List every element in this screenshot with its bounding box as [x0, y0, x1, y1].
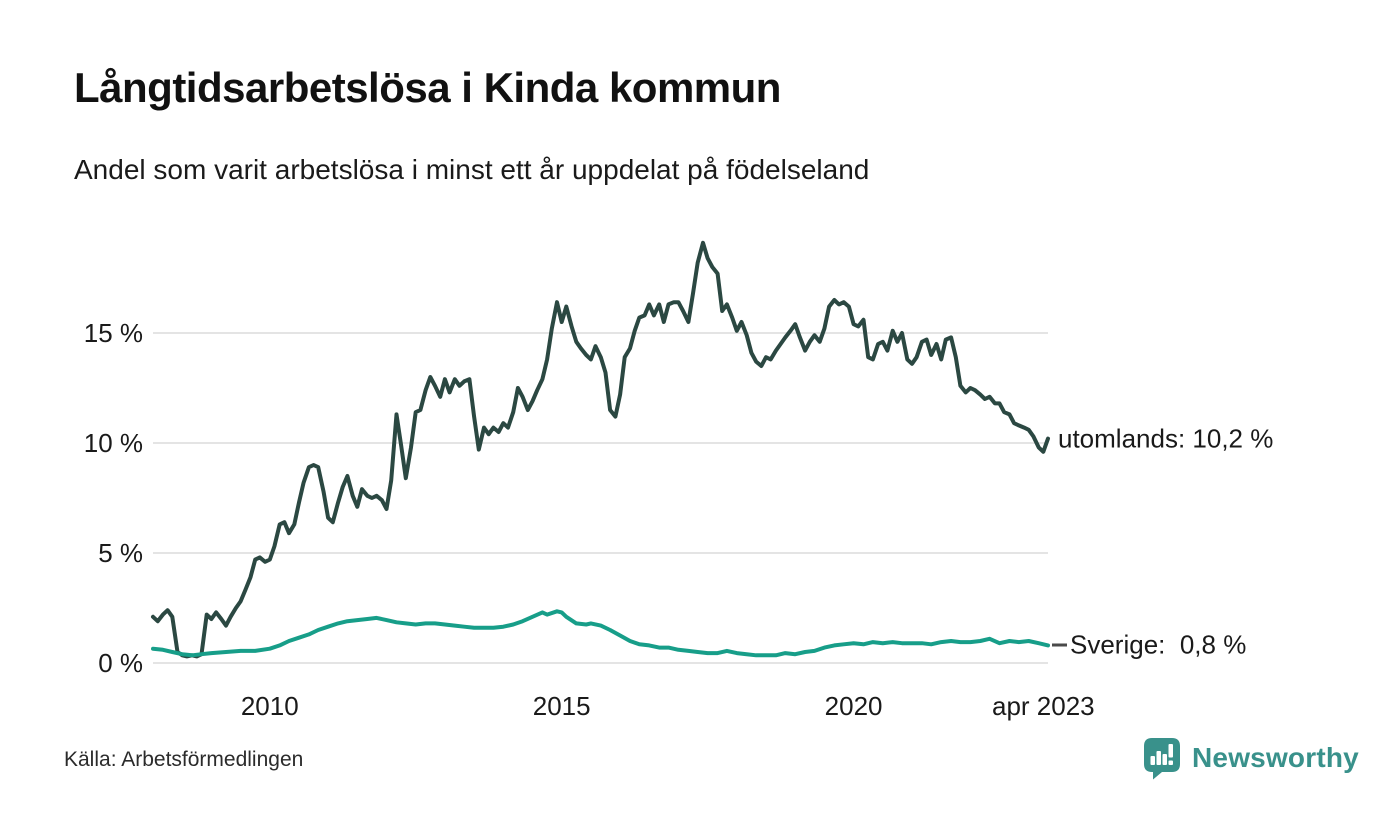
logo-bar-2 [1156, 751, 1161, 765]
newsworthy-brand: Newsworthy [1142, 736, 1359, 780]
x-axis-tick-label: apr 2023 [992, 691, 1095, 721]
leader-dash-icon [1052, 643, 1067, 647]
x-axis-tick-label: 2010 [240, 691, 299, 721]
series-end-label-sverige: Sverige: 0,8 % [1070, 629, 1247, 660]
y-axis-tick-label: 10 % [83, 428, 143, 458]
y-axis-tick-label: 5 % [98, 538, 143, 568]
series-label-utomlands: utomlands: 10,2 % [1058, 423, 1273, 454]
logo-bar-1 [1150, 756, 1155, 765]
y-axis-tick-label: 15 % [83, 318, 143, 348]
series-end-label-utomlands: utomlands: 10,2 % [1058, 423, 1274, 454]
chart-subtitle: Andel som varit arbetslösa i minst ett å… [74, 154, 870, 185]
brand-name: Newsworthy [1192, 742, 1359, 773]
logo-exclamation-bar [1168, 744, 1173, 758]
newsworthy-logo-icon [1144, 738, 1180, 780]
logo-exclamation-dot [1168, 760, 1173, 765]
line-series-utomlands [151, 240, 1050, 659]
x-axis-tick-label: 2015 [532, 691, 591, 721]
line-series-sverige [151, 609, 1050, 658]
chart-title: Långtidsarbetslösa i Kinda kommun [74, 64, 781, 111]
series-label-sverige: Sverige: 0,8 % [1052, 630, 1246, 661]
logo-bar-3 [1162, 754, 1167, 765]
y-axis-tick-label: 0 % [98, 648, 143, 678]
x-axis-tick-label: 2020 [824, 691, 883, 721]
source-credit: Källa: Arbetsförmedlingen [64, 748, 304, 771]
